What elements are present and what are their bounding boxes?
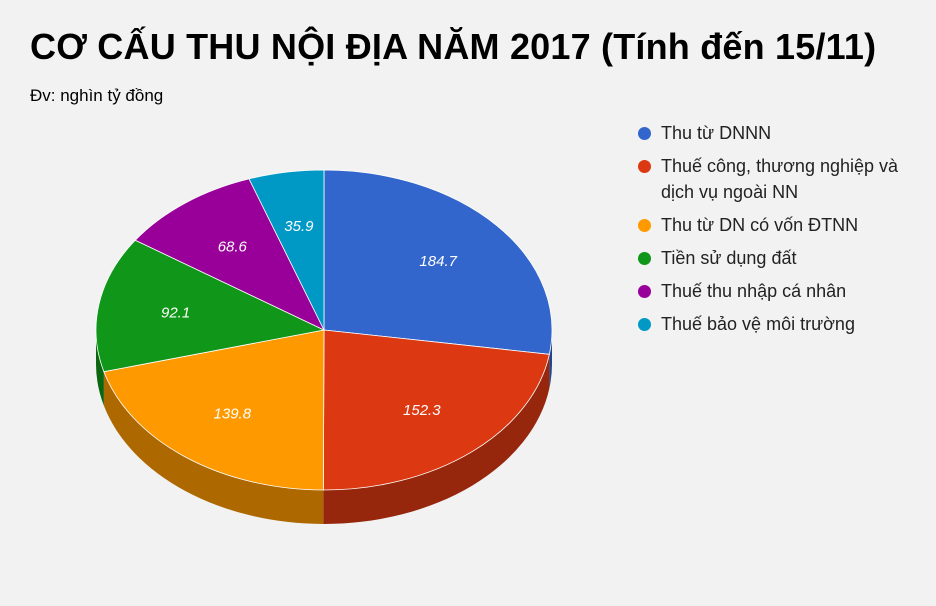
slice-value-label: 139.8: [214, 406, 252, 423]
pie-slices: [95, 169, 553, 491]
chart-title: CƠ CẤU THU NỘI ĐỊA NĂM 2017 (Tính đến 15…: [30, 26, 877, 67]
legend-item[interactable]: Tiền sử dụng đất: [636, 245, 926, 271]
legend-item[interactable]: Thu từ DNNN: [636, 120, 926, 146]
chart-legend: Thu từ DNNN Thuế công, thương nghiệp và d…: [636, 120, 926, 344]
pie-slice-5[interactable]: [134, 178, 325, 331]
legend-swatch: [638, 160, 651, 173]
chart-subtitle: Đv: nghìn tỷ đồng: [30, 86, 164, 105]
legend-item[interactable]: Thuế thu nhập cá nhân: [636, 278, 926, 304]
pie-slice-1[interactable]: [323, 169, 553, 355]
pie-side-2: [323, 354, 550, 524]
pie-slice-6[interactable]: [248, 169, 325, 331]
pie-slice-3[interactable]: [103, 329, 325, 491]
slice-value-label: 35.9: [284, 218, 314, 235]
pie-side-3: [103, 371, 324, 524]
legend-item[interactable]: Thu từ DN có vốn ĐTNN: [636, 212, 926, 238]
legend-label: Thu từ DNNN: [661, 123, 772, 143]
legend-label: Thuế công, thương nghiệp và dịch vụ ngoà…: [661, 156, 899, 202]
pie-slice-2[interactable]: [322, 329, 550, 491]
legend-swatch: [638, 318, 651, 331]
slice-value-label: 152.3: [403, 402, 441, 419]
slice-value-label: 68.6: [218, 238, 248, 255]
pie-value-labels: 184.7 152.3 139.8 92.1 68.6 35.9: [161, 218, 458, 423]
legend-swatch: [638, 252, 651, 265]
legend-swatch: [638, 285, 651, 298]
legend-label: Thuế thu nhập cá nhân: [661, 281, 847, 301]
legend-item[interactable]: Thuế bảo vệ môi trường: [636, 311, 926, 337]
slice-value-label: 184.7: [419, 253, 457, 270]
legend-label: Tiền sử dụng đất: [661, 248, 797, 268]
legend-swatch: [638, 127, 651, 140]
legend-item[interactable]: Thuế công, thương nghiệp và dịch vụ ngoà…: [636, 153, 926, 205]
legend-swatch: [638, 219, 651, 232]
slice-value-label: 92.1: [161, 305, 190, 322]
legend-label: Thuế bảo vệ môi trường: [661, 314, 855, 334]
legend-label: Thu từ DN có vốn ĐTNN: [661, 215, 859, 235]
pie-side-4: [96, 330, 104, 406]
pie-slice-4[interactable]: [95, 239, 326, 373]
